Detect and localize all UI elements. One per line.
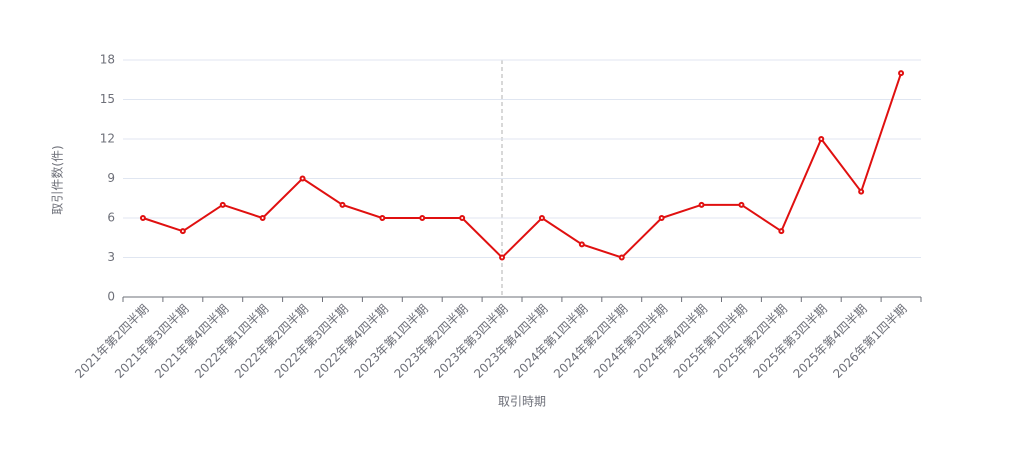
x-tick-label: 2025年第3四半期 <box>751 302 830 381</box>
y-tick-label: 9 <box>107 171 115 185</box>
x-tick-label: 2024年第4四半期 <box>631 302 710 381</box>
point <box>738 201 745 208</box>
point <box>219 201 226 208</box>
point <box>379 215 386 221</box>
x-axis-label: 取引時期 <box>498 395 546 409</box>
point <box>459 215 466 221</box>
x-tick-label: 2021年第3四半期 <box>112 302 191 381</box>
x-tick-label: 2024年第1四半期 <box>511 302 590 381</box>
point <box>618 254 625 261</box>
y-tick-label: 18 <box>100 53 115 67</box>
point <box>538 215 545 221</box>
point <box>339 201 346 208</box>
x-tick-label: 2023年第1四半期 <box>352 302 431 381</box>
point <box>499 254 506 261</box>
y-tick-label: 12 <box>100 132 115 146</box>
x-tick-label: 2024年第2四半期 <box>551 302 630 381</box>
point <box>259 215 266 221</box>
point <box>299 175 306 182</box>
x-tick-label: 2022年第3四半期 <box>272 302 351 381</box>
y-tick-label: 3 <box>107 250 115 264</box>
point <box>658 215 665 221</box>
x-tick-label: 2025年第4四半期 <box>790 302 869 381</box>
y-axis-label: 取引件数(件) <box>50 145 65 214</box>
x-tick-label: 2021年第4四半期 <box>152 302 231 381</box>
point <box>698 201 705 208</box>
y-tick-label: 0 <box>107 290 115 304</box>
y-tick-label: 6 <box>107 211 115 225</box>
x-tick-label: 2024年第3四半期 <box>591 302 670 381</box>
x-tick-label: 2023年第2四半期 <box>391 302 470 381</box>
x-tick-label: 2022年第4四半期 <box>312 302 391 381</box>
line <box>142 72 902 259</box>
x-tick-label: 2022年第1四半期 <box>192 302 271 381</box>
x-tick-label: 2025年第1四半期 <box>671 302 750 381</box>
point <box>778 228 785 235</box>
point <box>858 188 865 195</box>
x-tick-label: 2025年第2四半期 <box>711 302 790 381</box>
point <box>818 136 825 142</box>
point <box>898 70 905 77</box>
x-tick-label: 2026年第1四半期 <box>830 302 909 381</box>
point <box>419 215 426 221</box>
x-tick-label: 2021年第2四半期 <box>72 302 151 381</box>
point <box>179 228 186 235</box>
x-tick-label: 2022年第2四半期 <box>232 302 311 381</box>
point <box>139 215 146 221</box>
x-tick-label: 2023年第3四半期 <box>431 302 510 381</box>
point <box>578 241 585 248</box>
x-tick-label: 2023年第4四半期 <box>471 302 550 381</box>
y-tick-label: 15 <box>100 92 115 106</box>
